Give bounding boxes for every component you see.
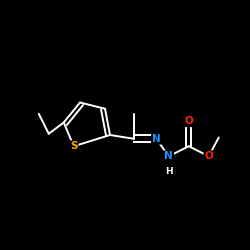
Text: N: N bbox=[152, 134, 160, 144]
Text: H: H bbox=[165, 167, 172, 176]
Text: S: S bbox=[70, 141, 78, 151]
Text: N: N bbox=[164, 151, 173, 161]
Text: O: O bbox=[204, 151, 213, 161]
Text: O: O bbox=[184, 116, 193, 126]
